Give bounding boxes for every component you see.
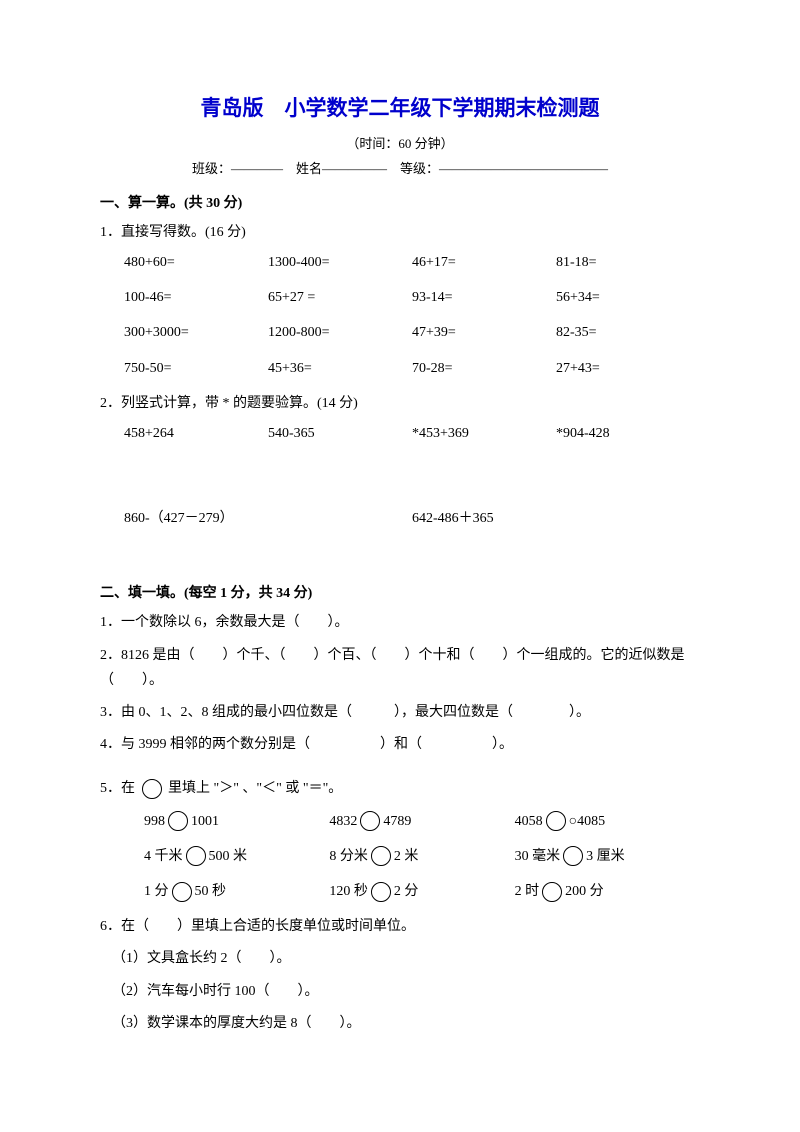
compare-cell: 4 千米500 米 (144, 844, 329, 869)
fill-q5: 5．在 里填上 "＞" 、"＜" 或 "＝"。 (100, 776, 700, 801)
calc-cell: 70-28= (412, 356, 556, 381)
calc-cell: 56+34= (556, 285, 700, 310)
compare-row: 4 千米500 米 8 分米2 米 30 毫米3 厘米 (100, 844, 700, 869)
q2-text: 2．列竖式计算，带 * 的题要验算。(14 分) (100, 391, 700, 416)
circle-icon (168, 811, 188, 831)
circle-icon (142, 779, 162, 799)
calc-cell: 750-50= (124, 356, 268, 381)
exam-time: （时间：60 分钟） (100, 132, 700, 155)
info-line: 班级：———— 姓名————— 等级：————————————— (100, 157, 700, 180)
fill-q6-1: （1）文具盒长约 2（ ）。 (100, 946, 700, 971)
compare-cell: 1 分50 秒 (144, 879, 329, 904)
compare-row: 1 分50 秒 120 秒2 分 2 时200 分 (100, 879, 700, 904)
section1-header: 一、算一算。(共 30 分) (100, 191, 700, 216)
calc-row: 860-（427－279） 642-486＋365 (100, 506, 700, 531)
circle-icon (563, 846, 583, 866)
section2-header: 二、填一填。(每空 1 分，共 34 分) (100, 581, 700, 606)
calc-cell: 93-14= (412, 285, 556, 310)
calc-cell: 860-（427－279） (124, 506, 412, 531)
calc-cell: 45+36= (268, 356, 412, 381)
circle-icon (172, 882, 192, 902)
compare-cell: 120 秒2 分 (329, 879, 514, 904)
calc-cell: 82-35= (556, 320, 700, 345)
compare-cell: 48324789 (329, 809, 514, 834)
calc-cell: 642-486＋365 (412, 506, 700, 531)
compare-cell: 9981001 (144, 809, 329, 834)
circle-icon (186, 846, 206, 866)
calc-cell: *453+369 (412, 421, 556, 446)
circle-icon (546, 811, 566, 831)
compare-cell: 30 毫米3 厘米 (515, 844, 700, 869)
calc-cell: 1200-800= (268, 320, 412, 345)
calc-cell: 47+39= (412, 320, 556, 345)
fill-q2: 2．8126 是由（ ）个千、（ ）个百、（ ）个十和（ ）个一组成的。它的近似… (100, 643, 700, 693)
calc-row: 480+60= 1300-400= 46+17= 81-18= (100, 250, 700, 275)
calc-cell: 46+17= (412, 250, 556, 275)
exam-title: 青岛版 小学数学二年级下学期期末检测题 (100, 90, 700, 128)
compare-row: 9981001 48324789 4058○4085 (100, 809, 700, 834)
calc-row: 100-46= 65+27 = 93-14= 56+34= (100, 285, 700, 310)
calc-cell: 540-365 (268, 421, 412, 446)
circle-icon (371, 846, 391, 866)
calc-cell: 65+27 = (268, 285, 412, 310)
compare-cell: 4058○4085 (515, 809, 700, 834)
circle-icon (371, 882, 391, 902)
fill-q1: 1．一个数除以 6，余数最大是（ ）。 (100, 610, 700, 635)
calc-cell: 300+3000= (124, 320, 268, 345)
fill-q6-2: （2）汽车每小时行 100（ ）。 (100, 979, 700, 1004)
fill-q6-3: （3）数学课本的厚度大约是 8（ ）。 (100, 1011, 700, 1036)
calc-cell: 458+264 (124, 421, 268, 446)
q1-text: 1．直接写得数。(16 分) (100, 220, 700, 245)
compare-cell: 2 时200 分 (515, 879, 700, 904)
calc-row: 458+264 540-365 *453+369 *904-428 (100, 421, 700, 446)
calc-cell: 81-18= (556, 250, 700, 275)
calc-cell: *904-428 (556, 421, 700, 446)
fill-q4: 4．与 3999 相邻的两个数分别是（ ）和（ ）。 (100, 732, 700, 757)
fill-q6: 6．在（ ）里填上合适的长度单位或时间单位。 (100, 914, 700, 939)
calc-row: 300+3000= 1200-800= 47+39= 82-35= (100, 320, 700, 345)
compare-cell: 8 分米2 米 (329, 844, 514, 869)
circle-icon (542, 882, 562, 902)
fill-q3: 3．由 0、1、2、8 组成的最小四位数是（ ），最大四位数是（ ）。 (100, 700, 700, 725)
circle-icon (360, 811, 380, 831)
calc-cell: 480+60= (124, 250, 268, 275)
calc-cell: 100-46= (124, 285, 268, 310)
calc-cell: 27+43= (556, 356, 700, 381)
calc-cell: 1300-400= (268, 250, 412, 275)
calc-row: 750-50= 45+36= 70-28= 27+43= (100, 356, 700, 381)
